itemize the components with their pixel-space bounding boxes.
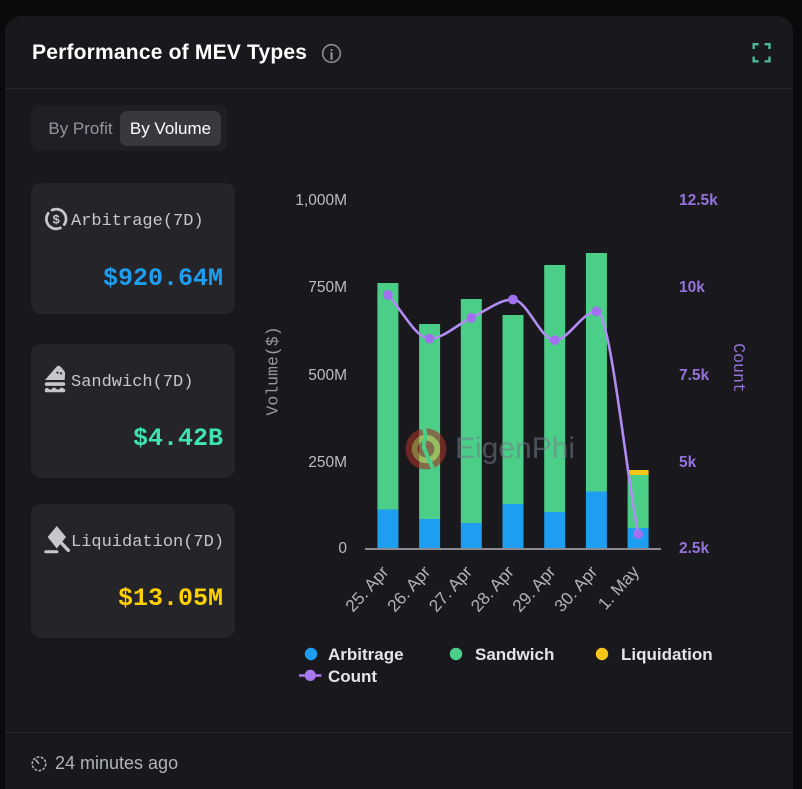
svg-text:Count: Count (729, 343, 748, 393)
svg-text:Count: Count (328, 667, 377, 686)
svg-text:Liquidation: Liquidation (621, 645, 713, 664)
svg-text:1,000M: 1,000M (295, 192, 347, 209)
svg-text:10k: 10k (679, 279, 705, 296)
svg-text:$: $ (52, 213, 60, 228)
svg-text:30. Apr: 30. Apr (550, 562, 601, 616)
svg-text:0: 0 (338, 540, 347, 557)
svg-text:26. Apr: 26. Apr (383, 562, 434, 616)
svg-text:i: i (329, 47, 333, 63)
svg-text:27. Apr: 27. Apr (425, 562, 476, 616)
svg-text:28. Apr: 28. Apr (466, 562, 517, 616)
svg-text:25. Apr: 25. Apr (341, 562, 392, 616)
svg-text:Volume($): Volume($) (264, 326, 283, 415)
svg-text:7.5k: 7.5k (679, 367, 710, 384)
svg-text:750M: 750M (308, 279, 347, 296)
svg-text:2.5k: 2.5k (679, 540, 710, 557)
svg-text:12.5k: 12.5k (679, 192, 718, 209)
svg-text:500M: 500M (308, 367, 347, 384)
svg-text:Arbitrage: Arbitrage (328, 645, 404, 664)
svg-text:250M: 250M (308, 454, 347, 471)
svg-text:EigenPhi: EigenPhi (455, 432, 575, 465)
svg-text:29. Apr: 29. Apr (508, 562, 559, 616)
svg-text:1. May: 1. May (594, 562, 644, 614)
svg-text:5k: 5k (679, 454, 697, 471)
svg-text:Sandwich: Sandwich (475, 645, 554, 664)
